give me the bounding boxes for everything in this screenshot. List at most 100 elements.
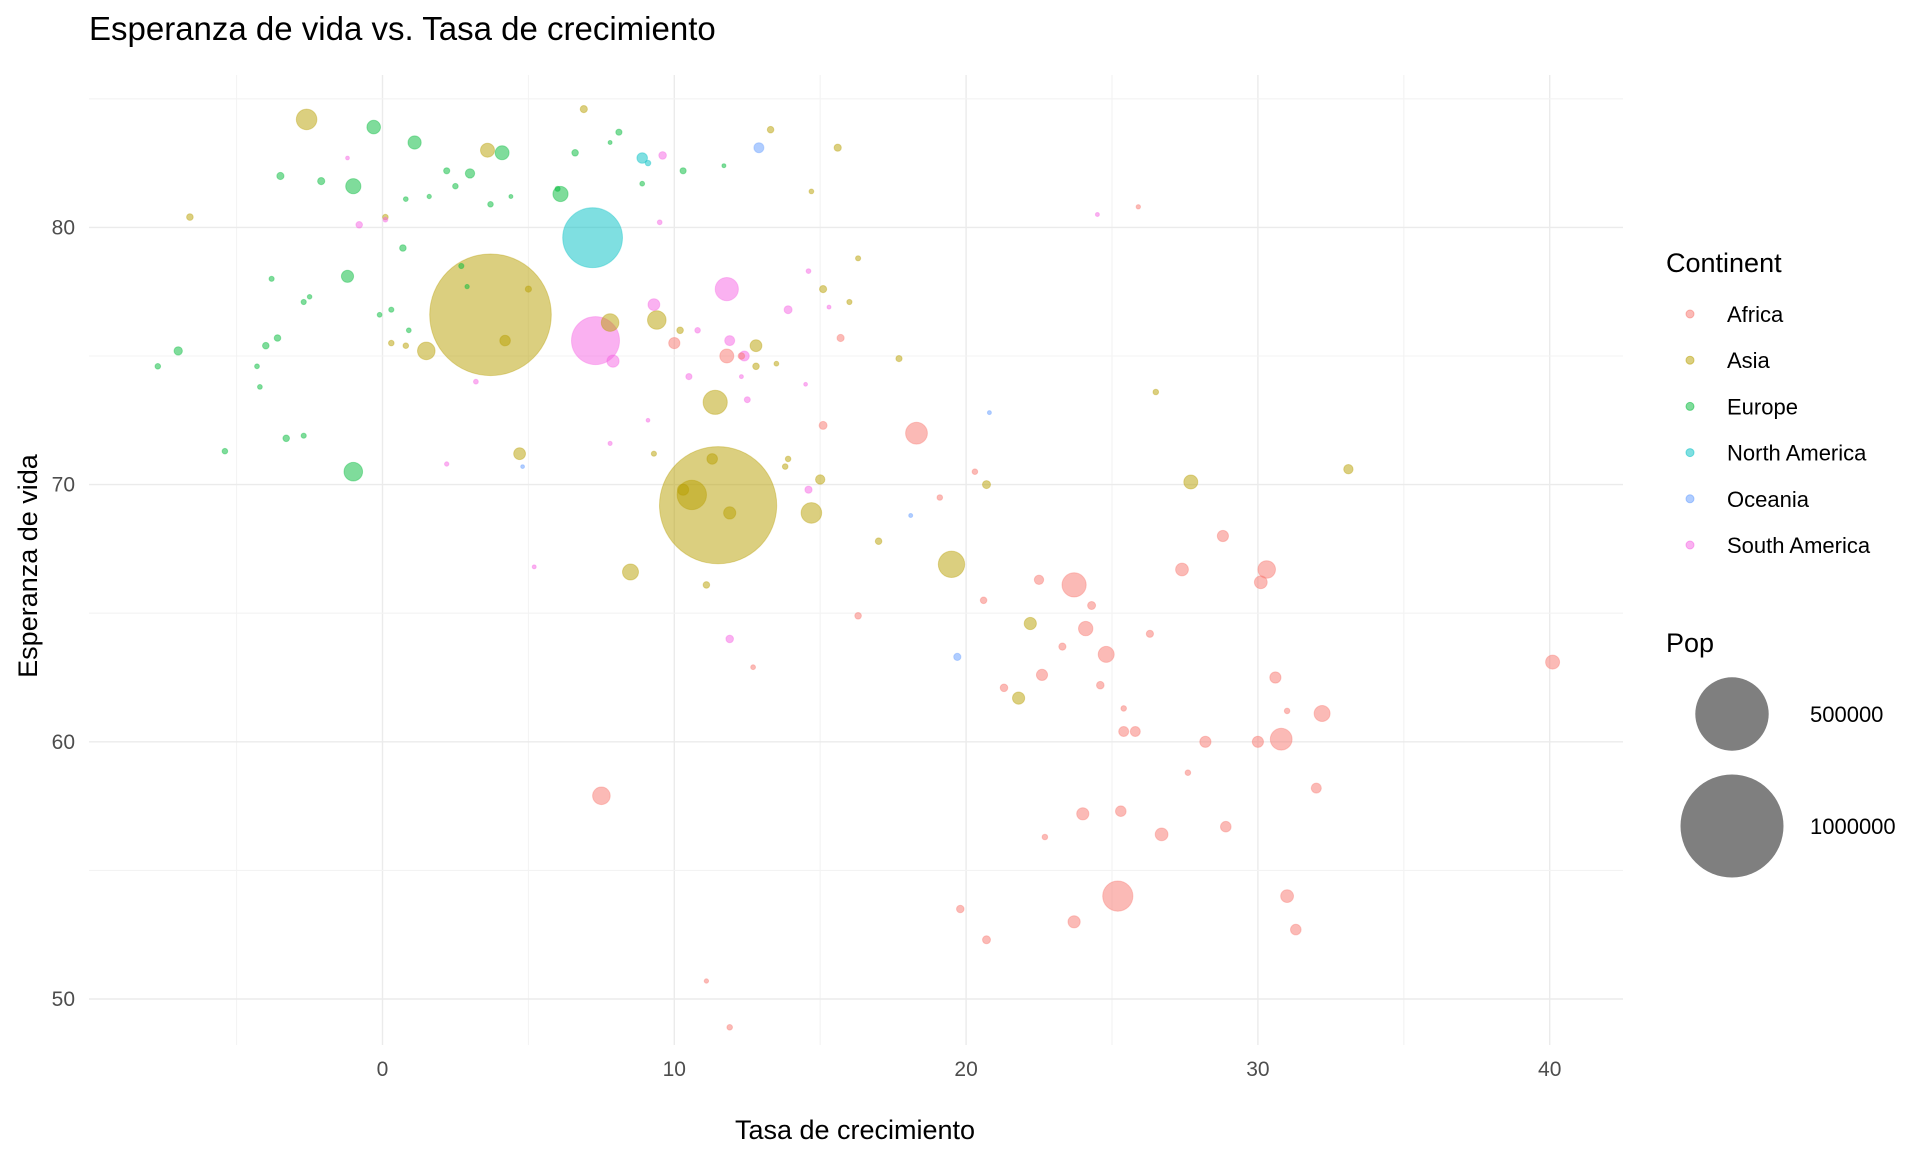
data-point-africa — [1041, 833, 1049, 841]
data-point-africa — [1545, 654, 1561, 670]
data-point-africa — [982, 935, 991, 945]
data-point-asia — [808, 188, 815, 195]
data-point-asia — [579, 105, 588, 114]
data-point-africa — [1310, 782, 1322, 794]
data-point-asia — [600, 313, 620, 332]
data-point-north-america — [644, 159, 652, 167]
data-point-asia — [402, 342, 410, 350]
data-point-asia — [480, 142, 495, 158]
data-point-europe — [300, 432, 307, 439]
legend-label-asia: Asia — [1727, 348, 1771, 373]
data-point-south-america — [345, 155, 350, 161]
data-point-asia — [650, 450, 658, 457]
legend-label-south-america: South America — [1727, 533, 1871, 558]
data-point-europe — [273, 334, 282, 342]
data-point-asia — [874, 537, 883, 546]
data-point-africa — [1061, 572, 1087, 598]
data-point-africa — [719, 348, 735, 364]
data-point-europe — [443, 167, 451, 175]
data-point-asia — [773, 360, 780, 367]
data-point-asia — [677, 483, 690, 496]
data-point-europe — [173, 346, 183, 356]
legend-key-europe — [1685, 401, 1695, 411]
data-point-europe — [639, 180, 646, 187]
legend-label-europe: Europe — [1727, 394, 1798, 419]
data-point-south-america — [382, 216, 389, 223]
data-point-south-america — [355, 221, 364, 229]
data-point-africa — [1058, 642, 1067, 651]
data-point-europe — [317, 177, 326, 186]
data-point-europe — [221, 447, 229, 455]
data-point-europe — [464, 168, 476, 179]
legend-key-south-america — [1685, 540, 1695, 550]
data-point-asia — [752, 362, 760, 371]
legend-label-north-america: North America — [1727, 441, 1867, 466]
x-tick-label: 0 — [377, 1058, 389, 1081]
data-point-africa — [1199, 735, 1212, 748]
legend-size-key — [1695, 677, 1769, 751]
data-point-africa — [1135, 204, 1142, 210]
data-point-asia — [819, 285, 828, 294]
data-point-africa — [592, 786, 611, 806]
data-point-europe — [262, 341, 270, 350]
data-point-africa — [1269, 727, 1293, 751]
data-point-africa — [1115, 805, 1127, 818]
legend-size-key — [1680, 774, 1784, 878]
data-point-africa — [726, 1024, 734, 1031]
data-point-europe — [366, 119, 382, 135]
data-point-asia — [833, 143, 842, 152]
data-point-asia — [676, 326, 684, 335]
x-tick-label: 30 — [1246, 1058, 1269, 1081]
data-point-asia — [1183, 474, 1199, 490]
data-point-asia — [855, 255, 862, 262]
data-point-europe — [571, 149, 579, 157]
data-point-europe — [508, 194, 514, 199]
data-point-asia — [815, 474, 826, 485]
data-point-europe — [399, 244, 407, 252]
legend-key-north-america — [1685, 448, 1695, 458]
data-point-asia — [982, 480, 991, 490]
data-point-europe — [721, 163, 727, 169]
data-point-europe — [402, 196, 409, 203]
chart-title: Esperanza de vida vs. Tasa de crecimient… — [89, 10, 716, 47]
data-point-africa — [1102, 880, 1134, 912]
data-point-africa — [1120, 705, 1127, 712]
data-point-europe — [405, 327, 412, 334]
data-point-asia — [784, 455, 792, 463]
data-point-south-america — [473, 378, 479, 385]
data-point-asia — [388, 339, 395, 347]
data-point-asia — [706, 453, 719, 465]
data-point-africa — [999, 683, 1009, 693]
data-point-europe — [494, 145, 510, 161]
data-point-africa — [905, 421, 928, 445]
data-point-africa — [1253, 575, 1268, 590]
legend: Continent Pop Africa Asia Europe North Amer… — [1666, 248, 1896, 878]
data-point-south-america — [725, 634, 735, 644]
data-point-asia — [800, 502, 823, 524]
data-point-south-america — [685, 373, 693, 381]
data-point-europe — [615, 128, 623, 136]
data-point-europe — [452, 182, 459, 190]
data-point-south-america — [804, 485, 813, 494]
data-point-asia — [524, 285, 533, 293]
data-point-europe — [407, 135, 422, 150]
data-point-south-america — [1094, 212, 1100, 217]
data-point-africa — [1257, 560, 1276, 579]
legend-key-asia — [1685, 355, 1695, 365]
data-point-africa — [1154, 827, 1169, 842]
data-point-asia — [1012, 691, 1026, 705]
grid-lines — [89, 75, 1623, 1045]
data-point-europe — [340, 269, 355, 283]
data-point-europe — [306, 294, 313, 300]
data-point-north-america — [562, 207, 623, 269]
data-point-africa — [818, 420, 828, 430]
data-point-south-america — [738, 374, 744, 380]
data-point-south-america — [805, 268, 812, 275]
data-point-oceania — [520, 464, 525, 470]
data-point-africa — [750, 664, 756, 671]
data-point-africa — [956, 904, 965, 914]
x-tick-label: 20 — [954, 1058, 977, 1081]
data-point-europe — [300, 298, 307, 306]
data-point-asia — [659, 446, 778, 565]
y-tick-label: 60 — [52, 731, 75, 754]
